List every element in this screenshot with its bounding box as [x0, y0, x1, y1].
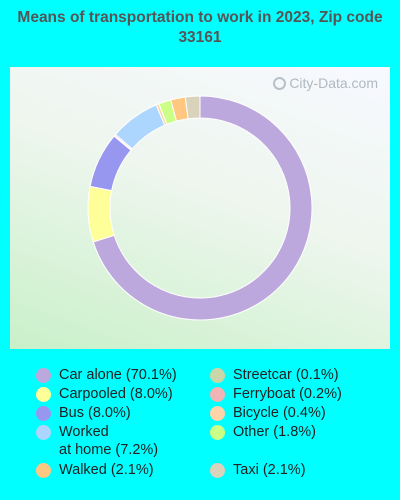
legend-swatch — [210, 368, 225, 383]
donut-chart — [87, 95, 313, 321]
donut-slice-1 — [87, 185, 115, 243]
plot-area: City-Data.com — [10, 67, 390, 349]
legend-label: Ferryboat (0.2%) — [233, 386, 342, 402]
legend-label: Other (1.8%) — [233, 424, 316, 440]
legend-item: Ferryboat (0.2%) — [210, 385, 342, 403]
legend-swatch — [210, 387, 225, 402]
legend-swatch — [36, 368, 51, 383]
legend-swatch — [36, 463, 51, 478]
legend-swatch — [210, 425, 225, 440]
donut-slice-9 — [184, 95, 201, 120]
legend-label: Bus (8.0%) — [59, 405, 131, 421]
legend-item: Bicycle (0.4%) — [210, 404, 326, 422]
legend-item: Walked (2.1%) — [36, 461, 154, 479]
legend-item: Car alone (70.1%) — [36, 366, 177, 384]
city-data-logo-icon — [273, 76, 287, 90]
legend-label: Carpooled (8.0%) — [59, 386, 173, 402]
legend-swatch — [36, 387, 51, 402]
legend-swatch — [36, 425, 51, 440]
legend-label: Bicycle (0.4%) — [233, 405, 326, 421]
legend-item: Taxi (2.1%) — [210, 461, 306, 479]
legend-item: Bus (8.0%) — [36, 404, 131, 422]
legend-swatch — [210, 463, 225, 478]
watermark-text: City-Data.com — [289, 75, 378, 91]
legend-swatch — [210, 406, 225, 421]
legend-label: Car alone (70.1%) — [59, 367, 177, 383]
legend-label: Walked (2.1%) — [59, 462, 154, 478]
legend-item: Other (1.8%) — [210, 423, 316, 441]
chart-title: Means of transportation to work in 2023,… — [17, 9, 383, 46]
donut-slice-0 — [92, 95, 313, 321]
legend-item: Worked at home (7.2%) — [36, 423, 158, 459]
legend-label: Worked at home (7.2%) — [59, 424, 159, 458]
legend-item: Carpooled (8.0%) — [36, 385, 173, 403]
legend-label: Streetcar (0.1%) — [233, 367, 339, 383]
legend-label: Taxi (2.1%) — [233, 462, 306, 478]
legend-swatch — [36, 406, 51, 421]
watermark: City-Data.com — [273, 75, 378, 91]
legend: Car alone (70.1%) Carpooled (8.0%) Bus (8.… — [0, 366, 400, 496]
legend-item: Streetcar (0.1%) — [210, 366, 339, 384]
